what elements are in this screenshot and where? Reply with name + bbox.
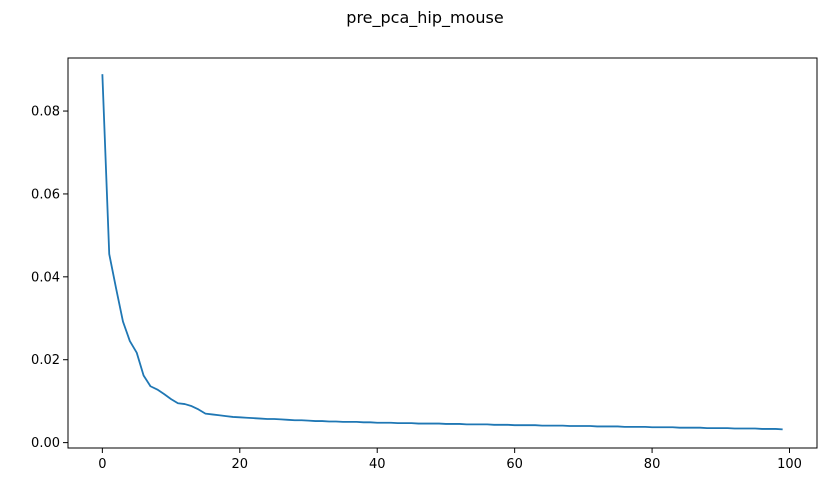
chart-title: pre_pca_hip_mouse bbox=[346, 8, 503, 28]
x-tick-label: 0 bbox=[98, 457, 106, 472]
x-tick-label: 80 bbox=[644, 457, 661, 472]
y-tick-label: 0.08 bbox=[31, 105, 60, 120]
axes-frame bbox=[67, 57, 818, 449]
y-tick-label: 0.04 bbox=[31, 270, 60, 285]
y-tick-label: 0.00 bbox=[31, 436, 60, 451]
x-tick-label: 20 bbox=[232, 457, 249, 472]
y-tick-label: 0.06 bbox=[31, 187, 60, 202]
x-tick-label: 60 bbox=[506, 457, 523, 472]
series-line bbox=[101, 74, 783, 431]
plot-area bbox=[101, 74, 783, 431]
ticks: 0 20 40 60 80 100 0.00 0.02 0.04 0.06 0.08 bbox=[31, 105, 802, 472]
x-tick-label: 100 bbox=[777, 457, 802, 472]
x-tick-label: 40 bbox=[369, 457, 386, 472]
y-tick-label: 0.02 bbox=[31, 353, 60, 368]
